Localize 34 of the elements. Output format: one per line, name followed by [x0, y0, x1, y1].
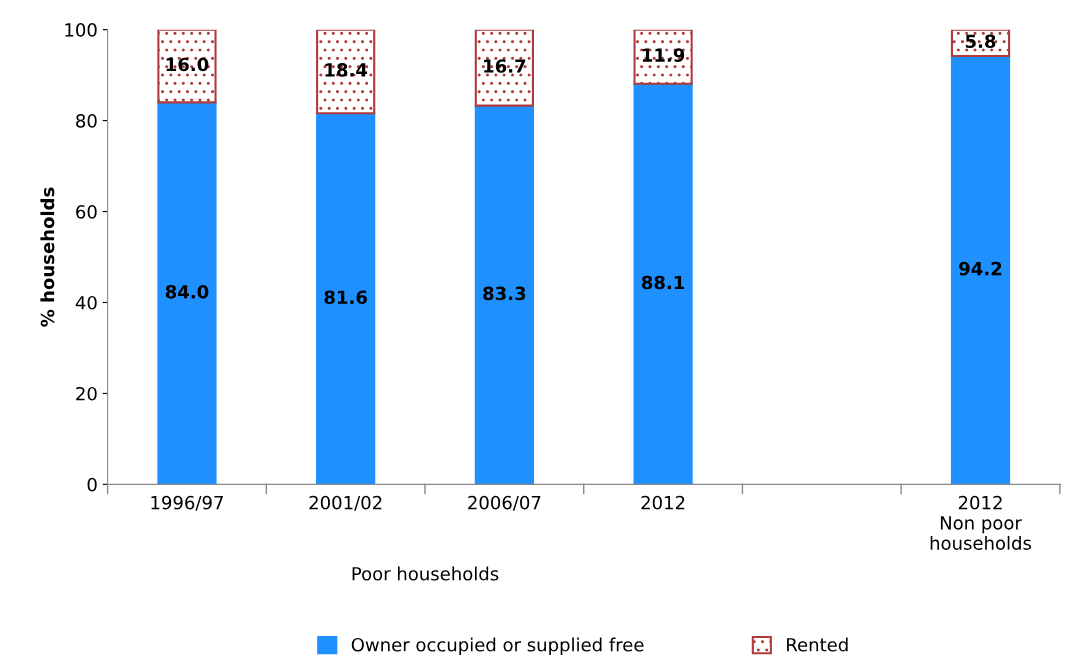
- y-tick-label: 0: [87, 477, 97, 492]
- y-tick-label: 100: [65, 23, 97, 37]
- data-label: 16.7: [484, 59, 526, 73]
- bar: [474, 29, 534, 107]
- bar: [157, 29, 217, 104]
- data-label: 84.0: [165, 284, 209, 299]
- x-tick-label: 1996/97: [151, 495, 223, 511]
- data-label: 88.1: [641, 275, 685, 290]
- bar: [474, 104, 534, 485]
- x-tick-label: 2012: [641, 495, 685, 510]
- bar: [950, 54, 1011, 485]
- bar: [633, 82, 693, 485]
- data-label: 83.3: [483, 286, 526, 301]
- x-tick-label: 2001/02: [309, 495, 382, 511]
- legend-label: Owner occupied or supplied free: [351, 637, 644, 656]
- y-tick-label: 80: [76, 114, 97, 128]
- data-label: 11.9: [642, 48, 685, 62]
- bar: [633, 29, 693, 85]
- data-label: 18.4: [325, 63, 368, 77]
- y-tick-label: 60: [76, 205, 97, 219]
- data-label: 16.0: [166, 57, 209, 72]
- data-label: 94.2: [959, 261, 1002, 276]
- legend-label: Rented: [787, 637, 848, 652]
- y-tick-label: 20: [76, 386, 97, 401]
- y-tick-label: 40: [75, 295, 97, 310]
- data-label: 81.6: [324, 290, 367, 305]
- text: Poor households: [352, 566, 499, 581]
- x-tick-label: 2012 Non poor households: [930, 495, 1032, 550]
- y-axis-title: % households: [40, 187, 55, 327]
- bar: [316, 29, 376, 115]
- bar: [316, 112, 376, 485]
- x-tick-label: 2006/07: [468, 495, 541, 511]
- bar: [157, 101, 217, 485]
- data-label: 5.8: [965, 34, 996, 49]
